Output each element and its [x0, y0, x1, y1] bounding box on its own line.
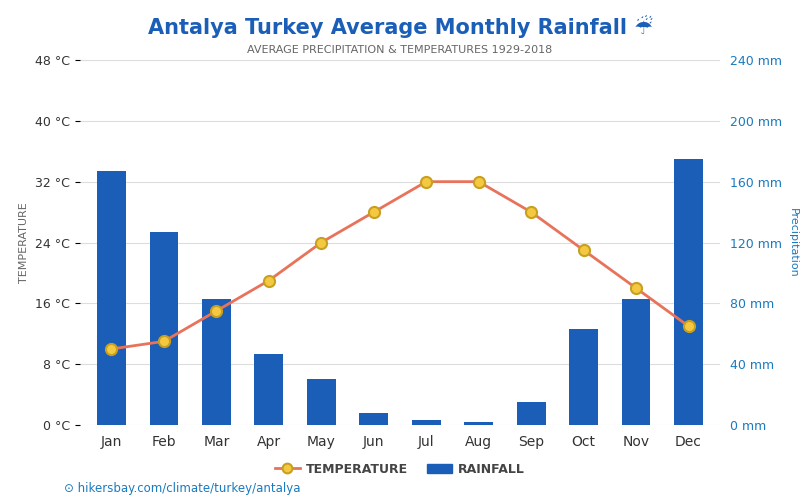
Bar [569, 329, 598, 425]
Bar [412, 420, 441, 425]
Y-axis label: Precipitation: Precipitation [788, 208, 798, 278]
Legend: TEMPERATURE, RAINFALL: TEMPERATURE, RAINFALL [270, 458, 530, 481]
Text: AVERAGE PRECIPITATION & TEMPERATURES 1929-2018: AVERAGE PRECIPITATION & TEMPERATURES 192… [247, 45, 553, 55]
Bar [202, 299, 231, 425]
Bar [307, 380, 336, 425]
Bar [464, 422, 493, 425]
Bar [150, 232, 178, 425]
Bar [254, 354, 283, 425]
Y-axis label: TEMPERATURE: TEMPERATURE [19, 202, 29, 283]
Text: ⊙ hikersbay.com/climate/turkey/antalya: ⊙ hikersbay.com/climate/turkey/antalya [64, 482, 301, 495]
Bar [517, 402, 546, 425]
Bar [97, 171, 126, 425]
Bar [359, 413, 388, 425]
Bar [674, 159, 703, 425]
Text: Antalya Turkey Average Monthly Rainfall ☔: Antalya Turkey Average Monthly Rainfall … [147, 15, 653, 38]
Bar [622, 299, 650, 425]
